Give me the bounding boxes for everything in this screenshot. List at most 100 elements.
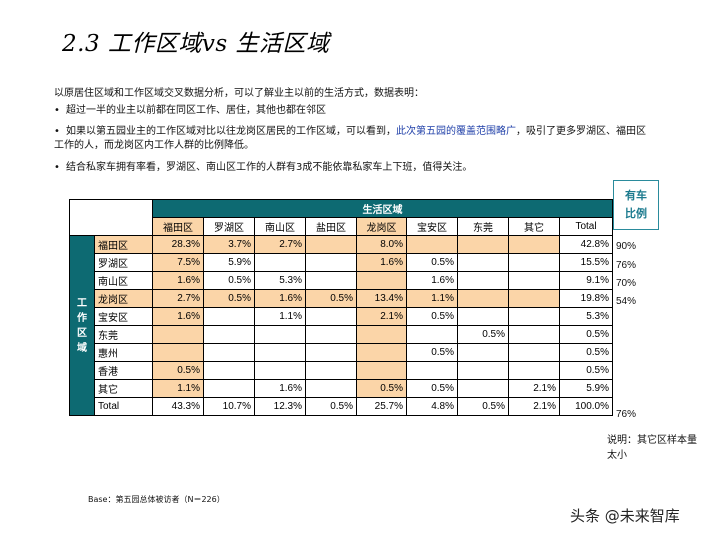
table-cell: 13.4% xyxy=(356,289,407,308)
work-area-header-char: 作 xyxy=(77,312,87,324)
bullet-2-text-a: 如果以第五园业主的工作区域对比以往龙岗区居民的工作区域，可以看到， xyxy=(66,126,396,137)
table-cell xyxy=(305,361,357,380)
table-cell: 4.8% xyxy=(406,397,458,416)
intro-text: 以原居住区域和工作区域交叉数据分析，可以了解业主以前的生活方式，数据表明： xyxy=(54,88,424,99)
table-cell xyxy=(254,343,306,362)
table-cell: 0.5% xyxy=(203,271,255,290)
total-cell: 5.3% xyxy=(559,307,613,326)
table-cell xyxy=(508,235,560,254)
total-cell: 0.5% xyxy=(559,343,613,362)
table-cell xyxy=(203,307,255,326)
table-row: 东莞 0.5% 0.5% xyxy=(70,325,613,344)
row-label: 惠州 xyxy=(94,343,153,362)
table-cell: 2.1% xyxy=(508,379,560,398)
table-cell xyxy=(457,271,509,290)
col-header: 其它 xyxy=(508,217,560,236)
table-cell xyxy=(203,325,255,344)
row-label: 其它 xyxy=(94,379,153,398)
row-label: 香港 xyxy=(94,361,153,380)
table-cell xyxy=(305,271,357,290)
col-header: 罗湖区 xyxy=(203,217,255,236)
table-cell: 1.6% xyxy=(152,307,204,326)
row-label: 罗湖区 xyxy=(94,253,153,272)
table-cell: 5.3% xyxy=(254,271,306,290)
col-header: Total xyxy=(559,217,613,236)
table-cell xyxy=(305,343,357,362)
table-cell xyxy=(406,325,458,344)
table-cell xyxy=(203,343,255,362)
table-cell xyxy=(508,307,560,326)
bullet-3-text: 结合私家车拥有率看，罗湖区、南山区工作的人群有3成不能依靠私家车上下班，值得关注… xyxy=(66,162,473,173)
col-header: 南山区 xyxy=(254,217,306,236)
bullet-1: • 超过一半的业主以前都在同区工作、居住，其他也都在邻区 xyxy=(54,104,326,118)
table-row: Total 43.3% 10.7% 12.3% 0.5% 25.7% 4.8% 0.5% 2.1… xyxy=(70,397,613,416)
live-header-row: 生活区域 xyxy=(69,199,613,236)
table-cell: 0.5% xyxy=(203,289,255,308)
table-cell xyxy=(254,361,306,380)
total-cell: 15.5% xyxy=(559,253,613,272)
total-cell: 0.5% xyxy=(559,325,613,344)
table-row: 其它 1.1% 1.6% 0.5% 0.5% 2.1% 5.9% xyxy=(70,379,613,398)
table-cell: 1.1% xyxy=(406,289,458,308)
table-cell: 10.7% xyxy=(203,397,255,416)
table-cell: 2.7% xyxy=(254,235,306,254)
table-cell: 1.6% xyxy=(254,379,306,398)
car-ratio-futian: 90% xyxy=(616,241,637,252)
col-header: 龙岗区 xyxy=(356,217,407,236)
table-cell xyxy=(254,325,306,344)
table-cell: 43.3% xyxy=(152,397,204,416)
col-header: 宝安区 xyxy=(406,217,458,236)
table-cell: 0.5% xyxy=(406,253,458,272)
table-cell xyxy=(305,379,357,398)
bullet-dot-icon: • xyxy=(54,162,60,173)
table-cell xyxy=(152,343,204,362)
table-cell: 7.5% xyxy=(152,253,204,272)
table-cell: 0.5% xyxy=(406,343,458,362)
table-cell: 2.1% xyxy=(508,397,560,416)
note-text: 说明：其它区样本量太小 xyxy=(607,435,697,461)
row-label: 龙岗区 xyxy=(94,289,153,308)
table-row: 工作区域福田区 28.3% 3.7% 2.7% 8.0% 42.8% xyxy=(69,235,613,416)
table-cell: 1.6% xyxy=(406,271,458,290)
row-label: 宝安区 xyxy=(94,307,153,326)
table-cell xyxy=(508,271,560,290)
table-cell: 3.7% xyxy=(203,235,255,254)
total-cell: 0.5% xyxy=(559,361,613,380)
bullet-1-text: 超过一半的业主以前都在同区工作、居住，其他也都在邻区 xyxy=(66,105,326,116)
cross-table: 生活区域 福田区 罗湖区 南山区 盐田区 龙岗区 宝安区 东莞 其它 Total… xyxy=(69,199,613,416)
table-cell xyxy=(356,271,407,290)
table-cell xyxy=(457,307,509,326)
table-row: 罗湖区 7.5% 5.9% 1.6% 0.5% 15.5% xyxy=(70,253,613,272)
table-cell xyxy=(254,253,306,272)
col-header: 盐田区 xyxy=(305,217,357,236)
table-cell xyxy=(152,325,204,344)
table-cell xyxy=(457,379,509,398)
table-cell: 0.5% xyxy=(152,361,204,380)
table-cell: 28.3% xyxy=(152,235,204,254)
table-cell xyxy=(356,325,407,344)
work-area-header-char: 工 xyxy=(77,297,87,309)
table-cell xyxy=(508,289,560,308)
table-cell: 0.5% xyxy=(406,379,458,398)
table-row: 香港 0.5% 0.5% xyxy=(70,361,613,380)
car-ratio-luohu: 76% xyxy=(616,260,637,271)
work-area-header: 工作区域 xyxy=(69,235,95,416)
table-cell xyxy=(457,235,509,254)
live-area-header: 生活区域 xyxy=(152,199,613,218)
bullet-3: • 结合私家车拥有率看，罗湖区、南山区工作的人群有3成不能依靠私家车上下班，值得关… xyxy=(54,161,472,175)
table-cell: 12.3% xyxy=(254,397,306,416)
table-cell xyxy=(305,253,357,272)
page-title: 2.3 工作区域vs 生活区域 xyxy=(62,31,330,57)
table-cell xyxy=(356,343,407,362)
bullet-2-highlight: 此次第五园的覆盖范围略广 xyxy=(396,126,516,137)
car-ratio-total: 76% xyxy=(616,409,637,420)
bullet-2: • 如果以第五园业主的工作区域对比以往龙岗区居民的工作区域，可以看到，此次第五园的… xyxy=(54,125,654,153)
table-cell xyxy=(508,343,560,362)
car-ratio-header-line2: 比例 xyxy=(625,207,647,220)
table-cell xyxy=(457,289,509,308)
table-cell: 2.1% xyxy=(356,307,407,326)
table-cell: 8.0% xyxy=(356,235,407,254)
table-cell: 0.5% xyxy=(457,325,509,344)
table-row: 惠州 0.5% 0.5% xyxy=(70,343,613,362)
bullet-dot-icon: • xyxy=(54,105,60,116)
